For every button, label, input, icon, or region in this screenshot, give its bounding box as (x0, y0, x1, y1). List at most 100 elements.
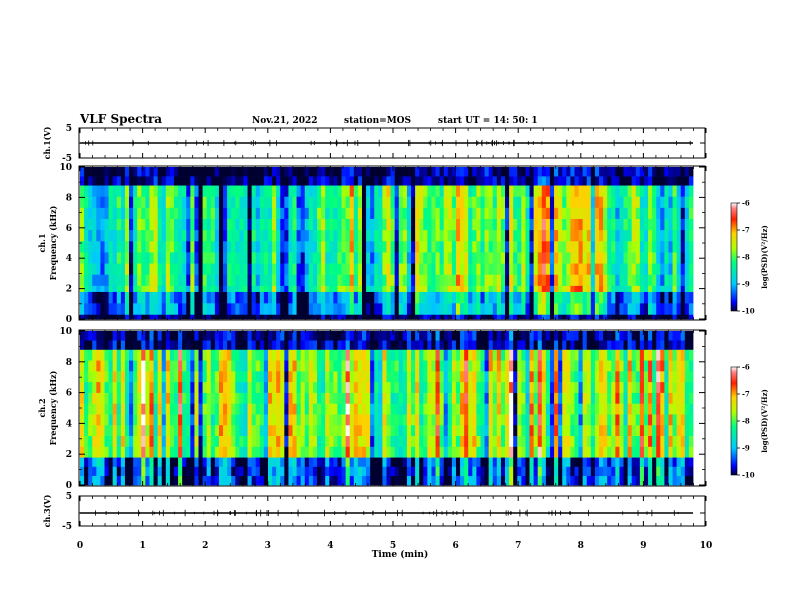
spectrogram-cell (210, 475, 216, 486)
spectrogram-cell (480, 475, 485, 486)
spectrogram-cell (149, 263, 154, 275)
spectrogram-cell (235, 196, 240, 208)
spectrogram-cell (386, 218, 391, 231)
spectrogram-cell (280, 446, 285, 458)
spectrogram-cell (239, 291, 244, 304)
spectrogram-cell (672, 360, 678, 372)
spectrogram-cell (431, 340, 436, 350)
spectrogram-cell (447, 314, 453, 320)
spectrogram-cell (137, 303, 142, 315)
spectrogram-cell (300, 229, 306, 242)
spectrogram-cell (276, 457, 281, 467)
spectrogram-cell (488, 457, 494, 467)
spectrogram-cell (513, 207, 518, 219)
spectrogram-cell (276, 274, 281, 286)
spectrogram-cell (627, 167, 633, 177)
spectrogram-cell (169, 274, 175, 286)
spectrogram-cell (329, 446, 334, 458)
spectrogram-cell (276, 285, 281, 292)
spectrogram-cell (182, 381, 187, 393)
spectrogram-cell (214, 303, 220, 315)
spectrogram-cell (345, 196, 351, 208)
spectrogram-cell (688, 424, 694, 437)
spectrogram-cell (566, 475, 571, 486)
spectrogram-cell (521, 371, 526, 383)
spectrogram-cell (247, 424, 253, 437)
spectrogram-cell (178, 360, 183, 372)
spectrogram-cell (333, 240, 338, 253)
spectrogram-cell (223, 424, 228, 437)
spectrogram-cell (639, 176, 645, 186)
spectrogram-cell (419, 466, 424, 477)
spectrogram-cell (149, 314, 154, 320)
spectrogram-cell (284, 167, 289, 177)
spectrogram-cell (398, 240, 404, 253)
spectrogram-cell (292, 167, 297, 177)
spectrogram-cell (92, 381, 97, 393)
spectrogram-cell (276, 403, 281, 415)
spectrogram-cell (676, 340, 682, 350)
spectrogram-cell (124, 252, 130, 264)
spectrogram-cell (411, 240, 416, 253)
spectrogram-cell (366, 229, 371, 242)
spectrogram-cell (476, 424, 481, 437)
spectrogram-cell (296, 349, 302, 361)
spectrogram-cell (96, 252, 101, 264)
spectrogram-cell (668, 371, 673, 383)
spectrogram-cell (443, 274, 449, 286)
spectrogram-cell (455, 274, 461, 286)
spectrogram-cell (558, 218, 563, 231)
spectrogram-cell (558, 446, 563, 458)
spectrogram-cell (145, 185, 150, 197)
spectrogram-cell (496, 285, 502, 292)
spectrogram-cell (333, 285, 338, 292)
spectrogram-cell (272, 349, 277, 361)
spectrogram-cell (382, 185, 387, 197)
spectrogram-cell (390, 403, 396, 415)
spectrogram-cell (198, 176, 203, 186)
spectrogram-cell (455, 314, 461, 320)
spectrogram-cell (300, 285, 306, 292)
spectrogram-cell (157, 207, 163, 219)
spectrogram-cell (676, 176, 682, 186)
spectrogram-cell (558, 424, 563, 437)
spectrogram-cell (435, 331, 441, 341)
spectrogram-cell (378, 252, 383, 264)
spectrogram-cell (116, 229, 122, 242)
spectrogram-cell (427, 457, 432, 467)
spectrogram-cell (214, 475, 220, 486)
spectrogram-cell (239, 196, 244, 208)
spectrogram-cell (386, 424, 391, 437)
spectrogram-cell (607, 475, 612, 486)
spectrogram-cell (455, 414, 461, 426)
spectrogram-cell (415, 303, 420, 315)
spectrogram-cell (451, 446, 457, 458)
spectrogram-cell (558, 466, 563, 477)
spectrogram-cell (169, 240, 175, 253)
spectrogram-cell (537, 381, 543, 393)
spectrogram-cell (533, 435, 539, 447)
spectrogram-cell (284, 185, 289, 197)
spectrogram-cell (599, 392, 604, 404)
spectrogram-cell (361, 207, 367, 219)
spectrogram-cell (345, 371, 351, 383)
spectrogram-cell (509, 185, 514, 197)
spectrogram-cell (549, 435, 555, 447)
spectrogram-cell (312, 196, 318, 208)
spectrogram-cell (280, 424, 285, 437)
spectrogram-cell (541, 285, 547, 292)
spectrogram-cell (80, 424, 85, 437)
spectrogram-cell (157, 424, 163, 437)
spectrogram-cell (137, 314, 142, 320)
spectrogram-cell (272, 424, 277, 437)
spectrogram-cell (688, 274, 694, 286)
spectrogram-cell (603, 392, 608, 404)
spectrogram-cell (165, 252, 171, 264)
spectrogram-cell (267, 207, 273, 219)
spectrogram-cell (88, 371, 93, 383)
spectrogram-cell (643, 229, 649, 242)
spectrogram-cell (648, 457, 653, 467)
spectrogram-cell (586, 274, 592, 286)
spectrogram-cell (366, 196, 371, 208)
spectrogram-cell (570, 167, 575, 177)
